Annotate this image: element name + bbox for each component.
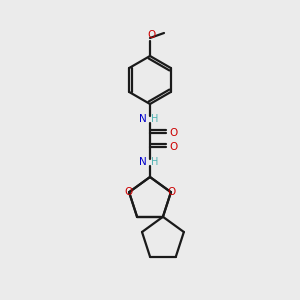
Text: O: O — [168, 187, 176, 197]
Text: O: O — [124, 187, 132, 197]
Text: H: H — [151, 114, 159, 124]
Text: N: N — [139, 157, 147, 167]
Text: O: O — [169, 142, 177, 152]
Text: O: O — [147, 30, 155, 40]
Text: O: O — [169, 128, 177, 138]
Text: H: H — [151, 157, 159, 167]
Text: N: N — [139, 114, 147, 124]
